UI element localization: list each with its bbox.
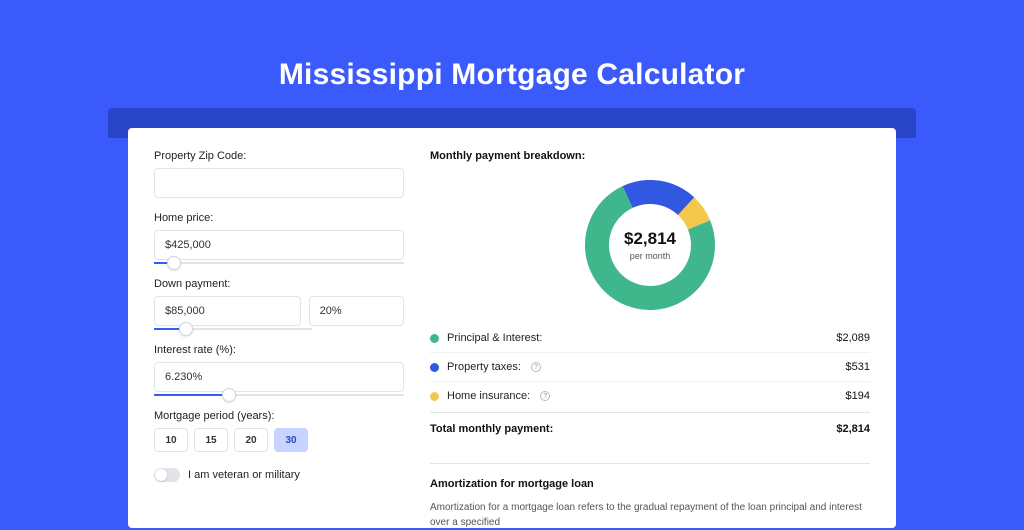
- breakdown-title: Monthly payment breakdown:: [430, 150, 870, 162]
- breakdown-rows: Principal & Interest: $2,089 Property taxe…: [430, 324, 870, 410]
- interest-rate-label: Interest rate (%):: [154, 344, 404, 356]
- toggle-knob: [155, 469, 167, 481]
- total-value: $2,814: [836, 423, 870, 435]
- down-payment-group: Down payment:: [154, 278, 404, 330]
- breakdown-label: Principal & Interest:: [447, 332, 542, 344]
- down-payment-pct-input[interactable]: [309, 296, 404, 326]
- down-payment-input[interactable]: [154, 296, 301, 326]
- zip-field-group: Property Zip Code:: [154, 150, 404, 198]
- zip-input[interactable]: [154, 168, 404, 198]
- amortization-text: Amortization for a mortgage loan refers …: [430, 500, 870, 530]
- home-price-label: Home price:: [154, 212, 404, 224]
- donut-wrap: $2,814 per month: [430, 172, 870, 324]
- amortization-block: Amortization for mortgage loan Amortizat…: [430, 463, 870, 530]
- period-button-30[interactable]: 30: [274, 428, 308, 452]
- home-price-slider[interactable]: [154, 262, 404, 264]
- down-payment-slider[interactable]: [154, 328, 312, 330]
- breakdown-row-left: Principal & Interest:: [430, 332, 542, 344]
- breakdown-label: Property taxes:: [447, 361, 521, 373]
- form-column: Property Zip Code: Home price: Down paym…: [154, 150, 404, 528]
- mortgage-period-group: Mortgage period (years): 10152030: [154, 410, 404, 452]
- breakdown-value: $194: [846, 390, 870, 402]
- breakdown-row-left: Home insurance:?: [430, 390, 550, 402]
- donut-chart: $2,814 per month: [585, 180, 715, 310]
- period-button-20[interactable]: 20: [234, 428, 268, 452]
- slider-thumb[interactable]: [167, 256, 181, 270]
- calculator-card: Property Zip Code: Home price: Down paym…: [128, 128, 896, 528]
- home-price-group: Home price:: [154, 212, 404, 264]
- legend-dot-icon: [430, 334, 439, 343]
- legend-dot-icon: [430, 392, 439, 401]
- breakdown-row-left: Property taxes:?: [430, 361, 541, 373]
- slider-thumb[interactable]: [179, 322, 193, 336]
- interest-rate-input[interactable]: [154, 362, 404, 392]
- period-button-10[interactable]: 10: [154, 428, 188, 452]
- breakdown-row: Property taxes:? $531: [430, 353, 870, 382]
- slider-fill: [154, 394, 229, 396]
- amortization-title: Amortization for mortgage loan: [430, 478, 870, 490]
- breakdown-value: $531: [846, 361, 870, 373]
- donut-amount: $2,814: [624, 229, 676, 249]
- breakdown-row: Home insurance:? $194: [430, 382, 870, 410]
- period-button-15[interactable]: 15: [194, 428, 228, 452]
- breakdown-column: Monthly payment breakdown: $2,814 per mo…: [422, 150, 870, 528]
- zip-label: Property Zip Code:: [154, 150, 404, 162]
- breakdown-value: $2,089: [836, 332, 870, 344]
- info-icon[interactable]: ?: [531, 362, 541, 372]
- breakdown-row: Principal & Interest: $2,089: [430, 324, 870, 353]
- veteran-toggle-row: I am veteran or military: [154, 468, 404, 482]
- total-label: Total monthly payment:: [430, 423, 553, 435]
- page-title: Mississippi Mortgage Calculator: [0, 0, 1024, 92]
- veteran-label: I am veteran or military: [188, 469, 300, 481]
- info-icon[interactable]: ?: [540, 391, 550, 401]
- interest-rate-slider[interactable]: [154, 394, 404, 396]
- veteran-toggle[interactable]: [154, 468, 180, 482]
- total-row: Total monthly payment: $2,814: [430, 412, 870, 445]
- breakdown-label: Home insurance:: [447, 390, 530, 402]
- legend-dot-icon: [430, 363, 439, 372]
- donut-center: $2,814 per month: [585, 180, 715, 310]
- home-price-input[interactable]: [154, 230, 404, 260]
- donut-sub: per month: [630, 251, 671, 261]
- period-buttons: 10152030: [154, 428, 404, 452]
- interest-rate-group: Interest rate (%):: [154, 344, 404, 396]
- slider-thumb[interactable]: [222, 388, 236, 402]
- down-payment-label: Down payment:: [154, 278, 404, 290]
- mortgage-period-label: Mortgage period (years):: [154, 410, 404, 422]
